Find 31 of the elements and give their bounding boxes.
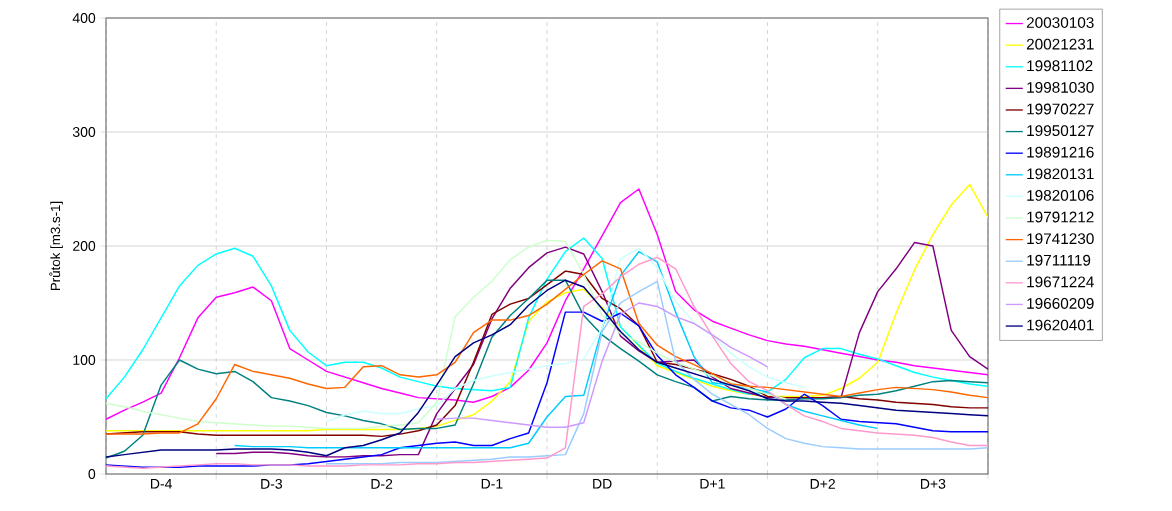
legend-label: 19970227	[1027, 103, 1094, 115]
y-tick-label: 100	[73, 355, 96, 365]
y-tick-label: 400	[72, 13, 96, 23]
legend-label: 19820106	[1027, 190, 1094, 201]
legend-label: 19981102	[1027, 60, 1093, 72]
legend-label: 20021231	[1026, 38, 1094, 50]
line-series	[436, 302, 769, 428]
legend-label: 19741230	[1027, 233, 1094, 245]
x-tick-label: D+2	[810, 478, 835, 489]
legend-label: 20030103	[1026, 17, 1094, 28]
legend-label: 19891216	[1027, 146, 1094, 158]
x-tick-label: D-1	[481, 478, 503, 489]
legend-label: 19820131	[1027, 168, 1094, 180]
y-tick-label: 0	[88, 469, 96, 479]
legend-label: 19671224	[1027, 276, 1094, 288]
x-tick-label: D+1	[700, 478, 725, 489]
x-tick-label: D-3	[261, 478, 283, 489]
legend-label: 19950127	[1027, 125, 1094, 137]
x-tick-label: D-2	[371, 478, 393, 489]
legend-label: 19791212	[1027, 211, 1094, 223]
legend-label: 19660209	[1027, 298, 1094, 309]
legend-label: 19620401	[1027, 319, 1094, 331]
y-tick-label: 300	[72, 127, 96, 137]
legend-label: 19711119	[1027, 254, 1091, 266]
y-tick-label: 200	[73, 241, 96, 251]
x-tick-label: D-4	[151, 478, 172, 489]
x-tick-label: D+3	[920, 478, 946, 489]
x-tick-label: DD	[593, 478, 612, 489]
legend-label: 19981030	[1027, 81, 1094, 93]
line-series	[325, 247, 805, 423]
y-axis-title: Průtok [m3.s-1]	[49, 201, 63, 291]
